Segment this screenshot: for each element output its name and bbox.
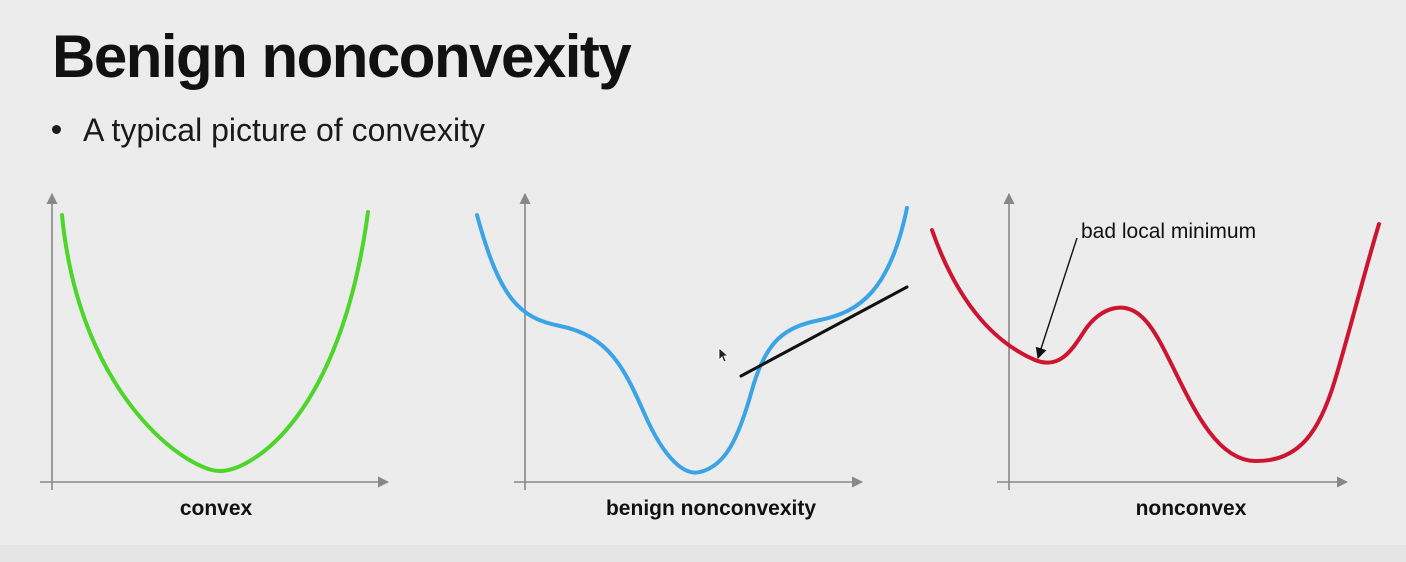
bottom-band xyxy=(0,545,1406,562)
convex-label: convex xyxy=(180,497,253,520)
plot-convex: convex xyxy=(40,192,390,520)
bullet-item: A typical picture of convexity xyxy=(52,112,485,149)
mouse-cursor-icon xyxy=(718,347,730,363)
annotation-arrow xyxy=(1035,237,1078,360)
bullet-dot-icon xyxy=(52,125,61,135)
slide-canvas xyxy=(0,0,1406,545)
convex-curve xyxy=(60,210,370,474)
plots-figure: convex benign nonconvexity bad local min… xyxy=(40,192,1381,520)
nonconvex-curve xyxy=(930,222,1381,464)
tangent-line xyxy=(739,285,909,378)
slide-title: Benign nonconvexity xyxy=(52,23,632,90)
nonconvex-label: nonconvex xyxy=(1136,497,1247,520)
benign-curve xyxy=(475,206,909,475)
plot-nonconvex: bad local minimum nonconvex xyxy=(930,192,1381,520)
bullet-text: A typical picture of convexity xyxy=(83,112,485,148)
annotation-bad-local-minimum: bad local minimum xyxy=(1081,220,1256,243)
benign-label: benign nonconvexity xyxy=(606,497,816,520)
plot-benign-nonconvexity: benign nonconvexity xyxy=(475,192,909,520)
